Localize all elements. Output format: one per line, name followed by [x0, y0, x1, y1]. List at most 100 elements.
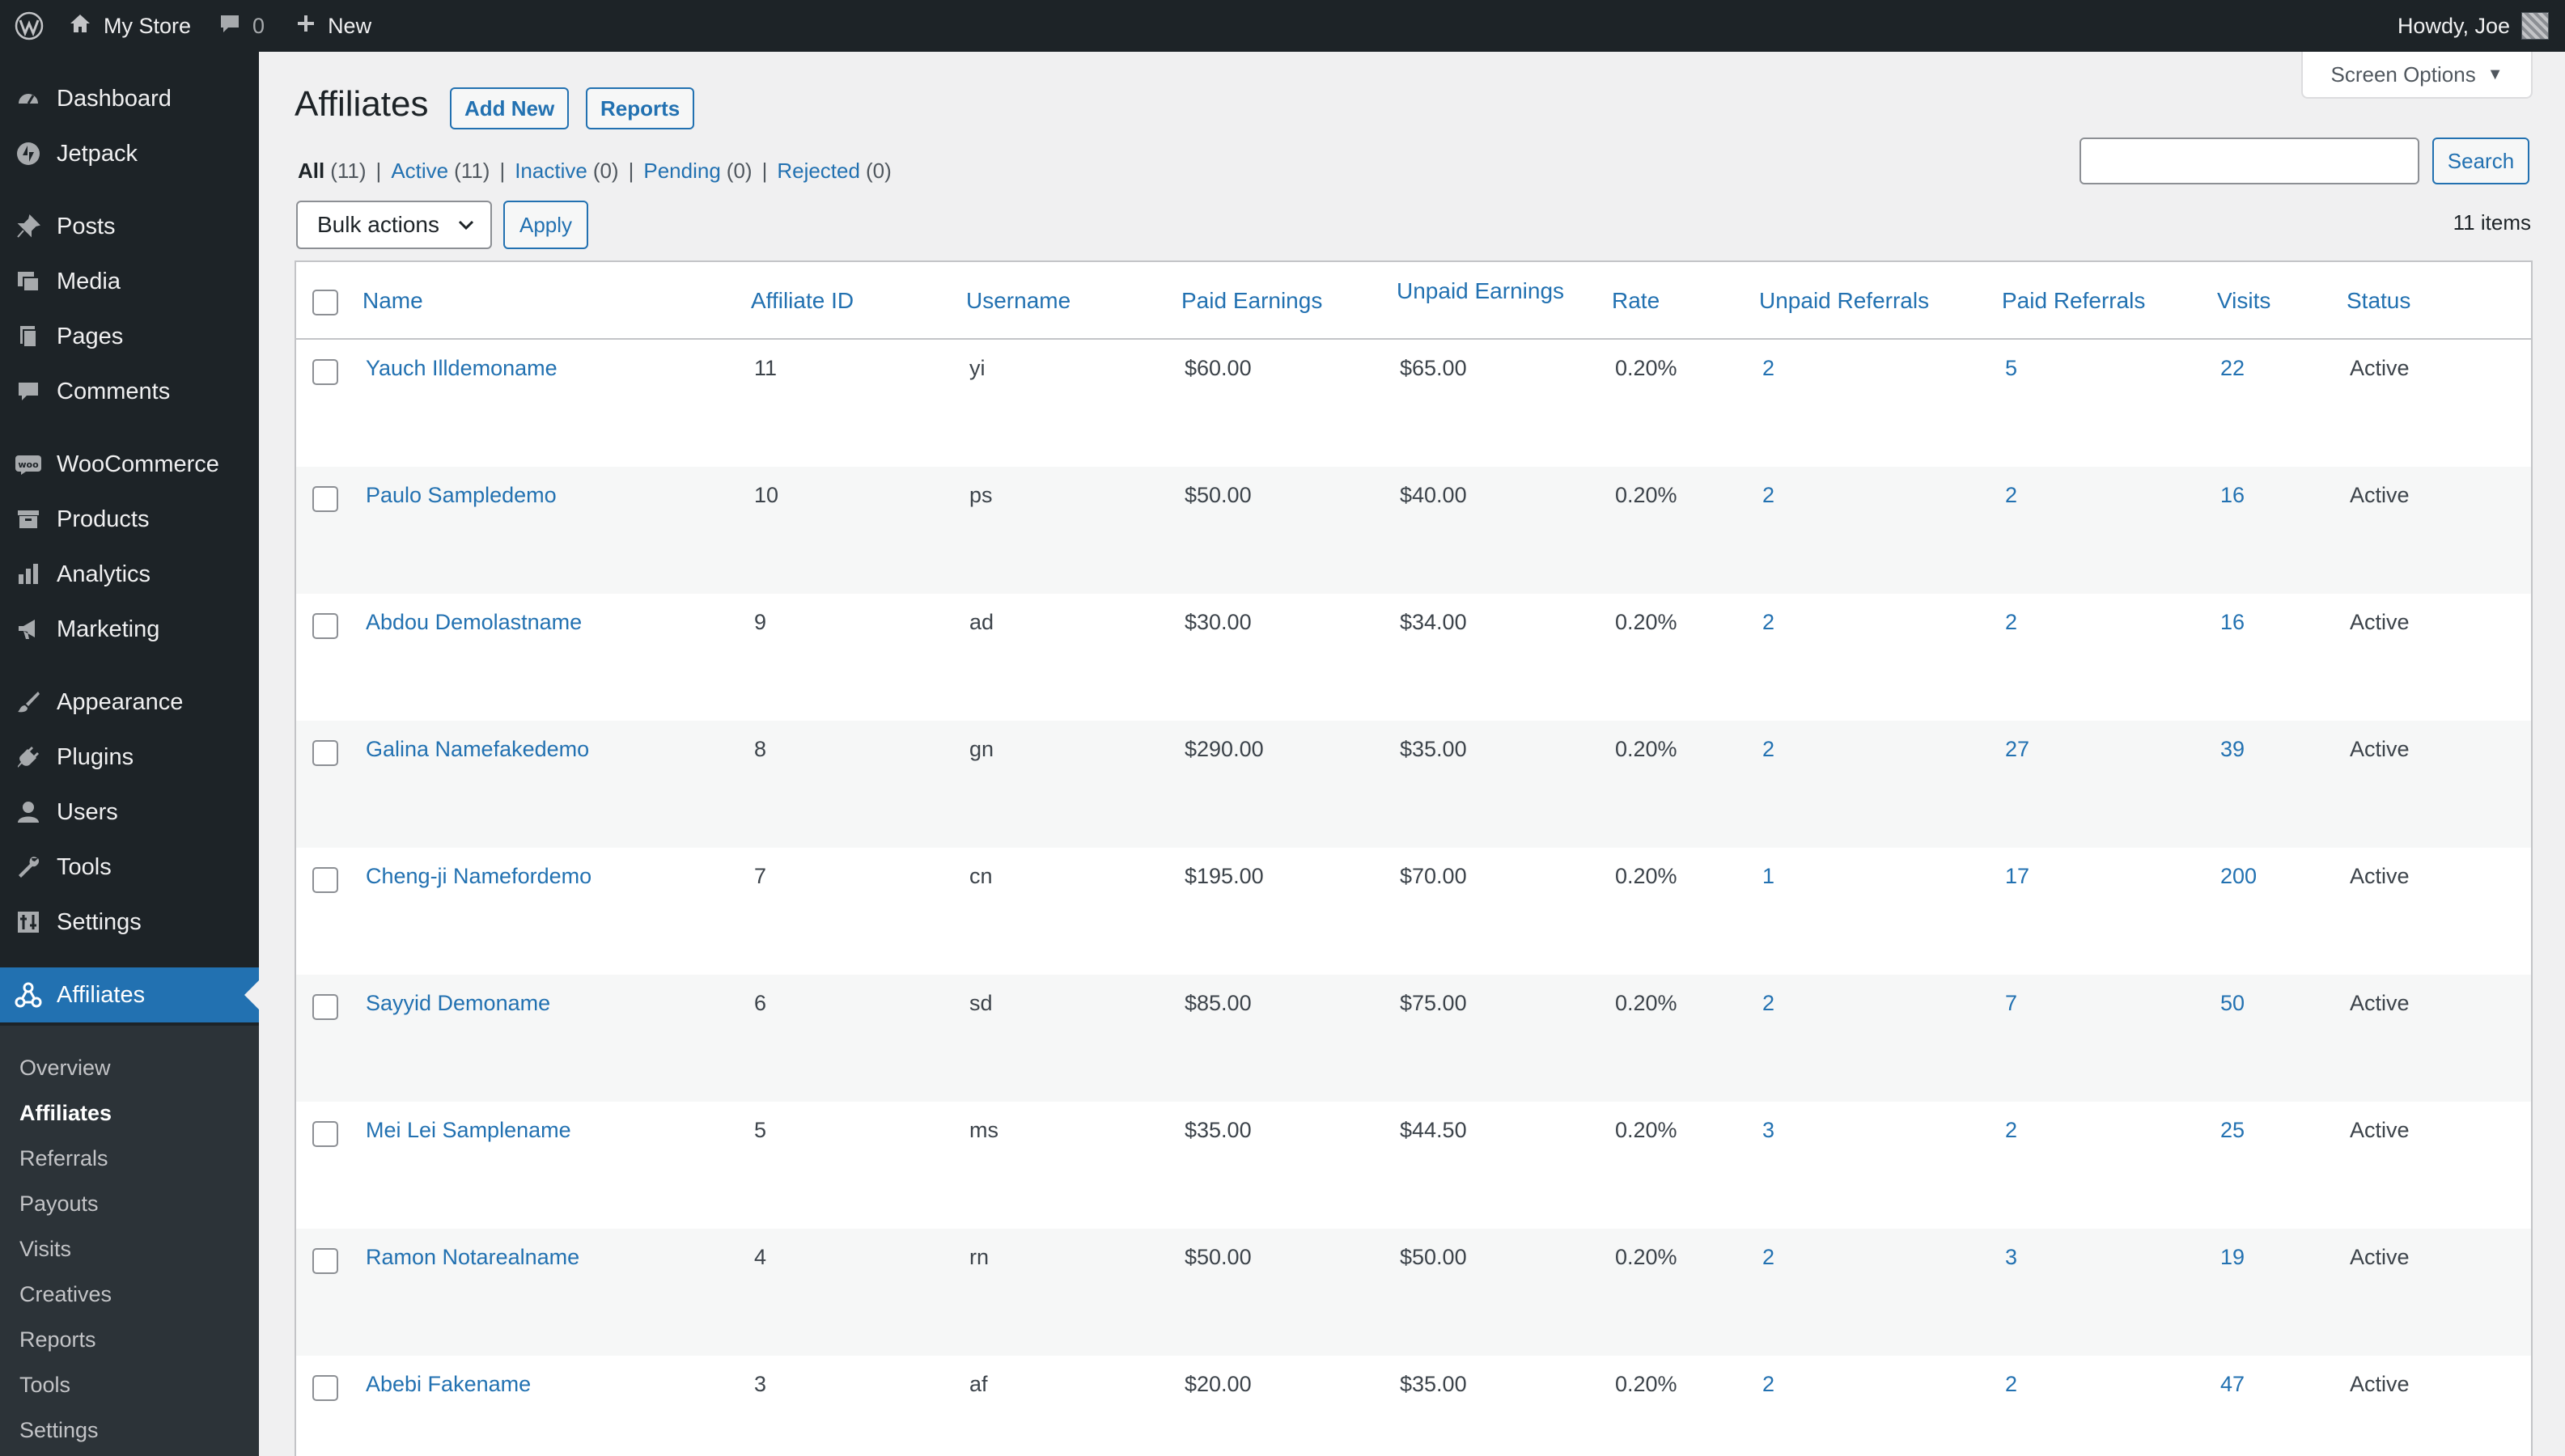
cell-name[interactable]: Abebi Fakename — [366, 1372, 532, 1396]
cell-paid-referrals[interactable]: 2 — [2005, 483, 2018, 507]
cell-visits[interactable]: 19 — [2220, 1245, 2245, 1269]
col-visits[interactable]: Visits — [2217, 288, 2271, 313]
col-unpaid-earnings[interactable]: Unpaid Earnings — [1397, 278, 1565, 303]
col-status[interactable]: Status — [2347, 288, 2411, 313]
row-checkbox[interactable] — [312, 1375, 338, 1401]
row-checkbox[interactable] — [312, 867, 338, 893]
sidebar-item-settings[interactable]: Settings — [0, 895, 259, 950]
col-name[interactable]: Name — [362, 288, 423, 313]
cell-paid-referrals[interactable]: 27 — [2005, 737, 2030, 761]
cell-name[interactable]: Abdou Demolastname — [366, 610, 583, 634]
cell-unpaid-earnings: $75.00 — [1400, 991, 1467, 1015]
cell-unpaid-referrals[interactable]: 2 — [1762, 356, 1775, 380]
cell-visits[interactable]: 16 — [2220, 610, 2245, 634]
cell-paid-referrals[interactable]: 2 — [2005, 1118, 2018, 1142]
sidebar-item-comments[interactable]: Comments — [0, 364, 259, 419]
submenu-reports[interactable]: Reports — [19, 1327, 96, 1352]
cell-visits[interactable]: 22 — [2220, 356, 2245, 380]
submenu-tools[interactable]: Tools — [19, 1372, 71, 1397]
cell-unpaid-referrals[interactable]: 2 — [1762, 1372, 1775, 1396]
sidebar-item-media[interactable]: Media — [0, 254, 259, 309]
cell-paid-referrals[interactable]: 2 — [2005, 610, 2018, 634]
search-button[interactable]: Search — [2432, 138, 2529, 184]
col-affiliate-id[interactable]: Affiliate ID — [751, 288, 854, 313]
filter-all[interactable]: All — [298, 159, 325, 183]
apply-button[interactable]: Apply — [503, 201, 589, 249]
cell-visits[interactable]: 200 — [2220, 864, 2258, 888]
add-new-button[interactable]: Add New — [450, 87, 570, 129]
sidebar-item-products[interactable]: Products — [0, 492, 259, 547]
wrench-icon — [15, 853, 42, 881]
cell-name[interactable]: Sayyid Demoname — [366, 991, 551, 1015]
submenu-settings[interactable]: Settings — [19, 1417, 99, 1442]
cell-name[interactable]: Mei Lei Samplename — [366, 1118, 571, 1142]
col-rate[interactable]: Rate — [1612, 288, 1660, 313]
cell-visits[interactable]: 25 — [2220, 1118, 2245, 1142]
cell-name[interactable]: Yauch Illdemoname — [366, 356, 558, 380]
submenu-payouts[interactable]: Payouts — [19, 1191, 99, 1216]
submenu-creatives[interactable]: Creatives — [19, 1281, 112, 1306]
bulk-actions-select[interactable]: Bulk actions — [296, 201, 492, 249]
cell-name[interactable]: Galina Namefakedemo — [366, 737, 590, 761]
sidebar-item-jetpack[interactable]: Jetpack — [0, 126, 259, 181]
row-checkbox[interactable] — [312, 994, 338, 1020]
my-account[interactable]: Howdy, Joe — [2398, 0, 2549, 52]
submenu-referrals[interactable]: Referrals — [19, 1145, 108, 1170]
cell-name[interactable]: Ramon Notarealname — [366, 1245, 580, 1269]
select-all-checkbox[interactable] — [312, 290, 338, 315]
sidebar-item-affiliates[interactable]: Affiliates — [0, 967, 259, 1022]
row-checkbox[interactable] — [312, 1248, 338, 1274]
wordpress-logo-icon[interactable] — [3, 0, 55, 52]
filter-rejected[interactable]: Rejected — [777, 159, 860, 183]
sidebar-item-pages[interactable]: Pages — [0, 309, 259, 364]
filter-inactive[interactable]: Inactive — [515, 159, 587, 183]
filter-pending[interactable]: Pending — [643, 159, 721, 183]
col-username[interactable]: Username — [966, 288, 1071, 313]
col-unpaid-referrals[interactable]: Unpaid Referrals — [1759, 288, 1930, 313]
cell-paid-referrals[interactable]: 7 — [2005, 991, 2018, 1015]
cell-name[interactable]: Cheng-ji Namefordemo — [366, 864, 592, 888]
row-checkbox[interactable] — [312, 359, 338, 385]
sidebar-item-woocommerce[interactable]: woo WooCommerce — [0, 437, 259, 492]
cell-visits[interactable]: 39 — [2220, 737, 2245, 761]
sidebar-item-marketing[interactable]: Marketing — [0, 602, 259, 657]
submenu-overview[interactable]: Overview — [19, 1055, 111, 1080]
sidebar-item-posts[interactable]: Posts — [0, 199, 259, 254]
reports-button[interactable]: Reports — [586, 87, 695, 129]
cell-unpaid-referrals[interactable]: 3 — [1762, 1118, 1775, 1142]
col-paid-earnings[interactable]: Paid Earnings — [1181, 288, 1323, 313]
screen-options-button[interactable]: Screen Options ▼ — [2301, 52, 2533, 99]
new-content-link[interactable]: New — [295, 0, 371, 52]
col-paid-referrals[interactable]: Paid Referrals — [2002, 288, 2146, 313]
submenu-affiliates[interactable]: Affiliates — [19, 1100, 112, 1125]
cell-unpaid-referrals[interactable]: 2 — [1762, 1245, 1775, 1269]
cell-unpaid-referrals[interactable]: 2 — [1762, 991, 1775, 1015]
sidebar-item-plugins[interactable]: Plugins — [0, 730, 259, 785]
cell-unpaid-referrals[interactable]: 2 — [1762, 737, 1775, 761]
row-checkbox[interactable] — [312, 486, 338, 512]
comments-link[interactable]: 0 — [218, 0, 265, 52]
filter-active[interactable]: Active — [391, 159, 449, 183]
row-checkbox[interactable] — [312, 613, 338, 639]
sidebar-item-analytics[interactable]: Analytics — [0, 547, 259, 602]
search-input[interactable] — [2080, 138, 2419, 184]
row-checkbox[interactable] — [312, 1121, 338, 1147]
submenu-visits[interactable]: Visits — [19, 1236, 72, 1261]
cell-visits[interactable]: 16 — [2220, 483, 2245, 507]
cell-unpaid-referrals[interactable]: 2 — [1762, 483, 1775, 507]
cell-unpaid-referrals[interactable]: 2 — [1762, 610, 1775, 634]
sidebar-item-users[interactable]: Users — [0, 785, 259, 840]
cell-paid-referrals[interactable]: 17 — [2005, 864, 2030, 888]
site-name-link[interactable]: My Store — [68, 0, 191, 52]
cell-paid-referrals[interactable]: 5 — [2005, 356, 2018, 380]
cell-visits[interactable]: 50 — [2220, 991, 2245, 1015]
row-checkbox[interactable] — [312, 740, 338, 766]
sidebar-item-dashboard[interactable]: Dashboard — [0, 71, 259, 126]
cell-paid-referrals[interactable]: 2 — [2005, 1372, 2018, 1396]
cell-name[interactable]: Paulo Sampledemo — [366, 483, 557, 507]
cell-unpaid-referrals[interactable]: 1 — [1762, 864, 1775, 888]
cell-visits[interactable]: 47 — [2220, 1372, 2245, 1396]
sidebar-item-tools[interactable]: Tools — [0, 840, 259, 895]
sidebar-item-appearance[interactable]: Appearance — [0, 675, 259, 730]
cell-paid-referrals[interactable]: 3 — [2005, 1245, 2018, 1269]
